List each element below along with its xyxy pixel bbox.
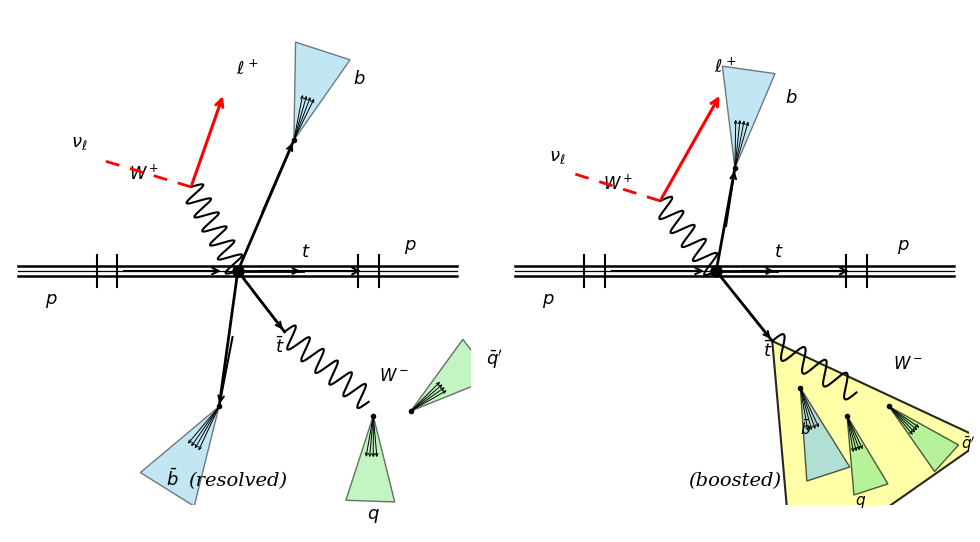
Text: $b$: $b$ [785,89,798,107]
Text: $t$: $t$ [774,243,784,261]
Polygon shape [722,66,775,168]
Text: $\nu_\ell$: $\nu_\ell$ [549,148,565,166]
Text: $\bar{q}'$: $\bar{q}'$ [486,348,503,371]
Polygon shape [346,416,395,502]
Text: $\bar{t}$: $\bar{t}$ [275,336,284,357]
Text: $\ell^+$: $\ell^+$ [714,57,737,76]
Text: $W^+$: $W^+$ [603,174,633,193]
Text: $W^-$: $W^-$ [379,368,410,385]
Polygon shape [801,388,850,481]
Polygon shape [294,42,350,140]
Text: $p$: $p$ [405,238,416,256]
Text: $\bar{t}$: $\bar{t}$ [762,341,772,362]
Text: $t$: $t$ [301,243,311,261]
Polygon shape [847,416,888,495]
Text: $\bar{b}$: $\bar{b}$ [800,418,810,437]
Text: $\bar{b}$: $\bar{b}$ [166,468,178,490]
Text: $p$: $p$ [542,292,555,309]
Text: $q$: $q$ [856,494,866,509]
Text: $W^+$: $W^+$ [129,165,160,184]
Text: $p$: $p$ [44,292,57,309]
Text: $\nu_\ell$: $\nu_\ell$ [71,134,87,152]
Text: $b$: $b$ [353,70,366,88]
Text: $\ell^+$: $\ell^+$ [236,60,259,79]
Polygon shape [889,406,958,472]
Text: $p$: $p$ [897,238,909,256]
Polygon shape [140,406,220,506]
Text: (boosted): (boosted) [688,472,781,491]
Text: $W^-$: $W^-$ [893,356,923,373]
Text: (resolved): (resolved) [188,472,287,491]
Polygon shape [411,339,493,411]
Text: $q$: $q$ [367,507,379,525]
Polygon shape [772,341,980,542]
Text: $\bar{q}'$: $\bar{q}'$ [961,434,976,454]
